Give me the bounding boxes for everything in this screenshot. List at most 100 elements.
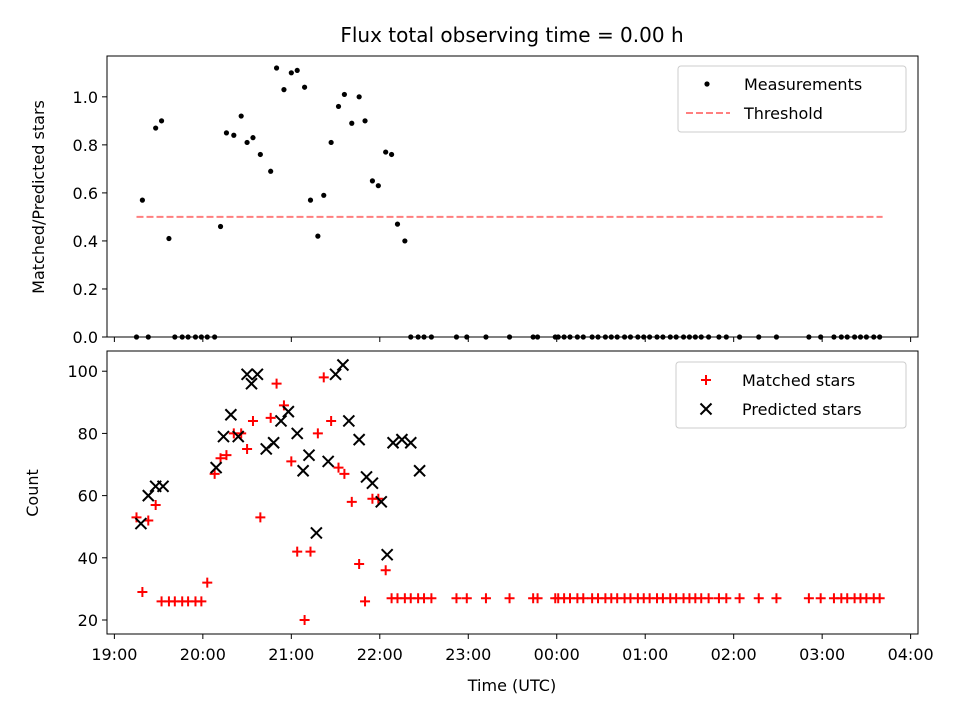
x-tick-label: 20:00 (180, 645, 226, 664)
predicted-star-point (342, 414, 356, 428)
legend-frame (675, 361, 907, 429)
matched-star-point (504, 593, 515, 604)
top-y-tick-label: 0.2 (73, 280, 98, 299)
matched-star-point (318, 372, 329, 383)
matched-star-point (215, 453, 226, 464)
measurement-point (281, 87, 287, 93)
predicted-star-point (413, 464, 426, 477)
predicted-star-point (310, 526, 323, 540)
measurement-point (250, 135, 256, 141)
predicted-star-point (302, 448, 316, 462)
bottom-y-tick-label: 80 (78, 424, 98, 443)
legend-threshold-label: Threshold (743, 104, 823, 123)
legend-frame (677, 65, 907, 133)
measurement-point (288, 70, 294, 76)
measurement-point (166, 235, 172, 242)
measurement-point (369, 178, 376, 184)
matched-star-point (815, 593, 826, 604)
matched-star-point (461, 593, 472, 604)
predicted-star-point (375, 495, 388, 509)
matched-star-point (242, 443, 253, 454)
predicted-star-point (245, 377, 258, 390)
legend-matched-marker (701, 375, 711, 385)
matched-star-point (278, 400, 289, 411)
matched-star-point (265, 412, 276, 423)
matched-star-point (426, 593, 437, 604)
bottom-panel: 20 40 60 80 100 19:00 20:00 21:00 22:00 23:00 00:0… (23, 350, 934, 695)
predicted-star-point (224, 408, 238, 421)
x-tick-label: 23:00 (445, 645, 491, 664)
matched-star-point (196, 596, 207, 607)
measurement-point (341, 91, 348, 98)
matched-star-point (703, 593, 714, 604)
matched-star-point (753, 593, 764, 604)
x-axis-label: Time (UTC) (467, 676, 556, 695)
matched-star-point (532, 593, 543, 604)
bottom-y-tick-label: 40 (78, 549, 98, 568)
legend-matched-label: Matched stars (742, 371, 855, 390)
bottom-y-axis-label: Count (23, 469, 42, 517)
measurement-point (301, 84, 308, 90)
matched-star-point (771, 593, 782, 604)
matched-star-point (202, 577, 213, 588)
matched-star-point (360, 596, 371, 607)
measurement-point (388, 151, 395, 158)
x-tick-label: 22:00 (357, 645, 403, 664)
measurement-point (153, 125, 159, 131)
matched-star-point (305, 546, 316, 557)
predicted-star-point (251, 368, 264, 381)
legend-predicted-marker (699, 402, 713, 416)
legend-measurements-marker (704, 81, 710, 87)
top-y-tick-label: 0.4 (73, 232, 98, 251)
matched-star-point (286, 456, 297, 467)
predicted-star-point (386, 436, 400, 449)
matched-star-point (137, 587, 148, 598)
predicted-star-point (282, 405, 295, 418)
matched-star-point (326, 415, 337, 426)
top-panel: Flux total observing time = 0.00 h 0.0 0.… (29, 23, 919, 347)
measurement-point (268, 168, 274, 174)
bottom-y-tick-label: 100 (67, 362, 98, 381)
matched-star-point (874, 593, 885, 604)
measurement-point (349, 120, 355, 126)
matched-star-point (380, 565, 391, 576)
bottom-plot-area (131, 358, 885, 626)
matched-star-point (271, 378, 282, 389)
predicted-star-point (291, 427, 304, 440)
x-tick-label: 02:00 (711, 645, 757, 664)
predicted-star-point (352, 433, 366, 446)
measurement-point (244, 139, 250, 146)
top-y-axis-label: Matched/Predicted stars (29, 100, 48, 294)
predicted-star-point (240, 368, 254, 381)
predicted-star-point (267, 436, 280, 449)
matched-star-point (292, 546, 303, 557)
bottom-y-tick-label: 20 (78, 611, 98, 630)
x-tick-label: 03:00 (799, 645, 845, 664)
measurement-point (362, 118, 368, 124)
measurement-point (375, 183, 381, 189)
predicted-star-point (156, 480, 170, 493)
measurement-point (394, 221, 401, 227)
x-tick-label: 00:00 (534, 645, 580, 664)
matched-star-point (578, 593, 589, 604)
predicted-star-point (232, 430, 245, 443)
bottom-axes-frame (106, 350, 919, 635)
predicted-star-point (395, 433, 409, 446)
predicted-star-point (209, 461, 223, 474)
measurement-point (257, 151, 263, 158)
top-y-tick-label: 0.0 (73, 328, 98, 347)
matched-star-point (354, 559, 365, 570)
predicted-star-point (217, 430, 230, 443)
legend-predicted-label: Predicted stars (742, 400, 862, 419)
matched-star-point (451, 593, 462, 604)
predicted-star-point (274, 414, 288, 428)
top-y-tick-label: 1.0 (73, 88, 98, 107)
measurement-point (223, 130, 230, 136)
chart-title: Flux total observing time = 0.00 h (340, 23, 683, 47)
matched-star-point (255, 512, 266, 523)
bottom-axes: 20 40 60 80 100 19:00 20:00 21:00 22:00 23:00 00:0… (67, 362, 933, 664)
measurement-point (356, 94, 362, 100)
predicted-star-point (134, 517, 148, 530)
matched-star-point (150, 499, 161, 510)
